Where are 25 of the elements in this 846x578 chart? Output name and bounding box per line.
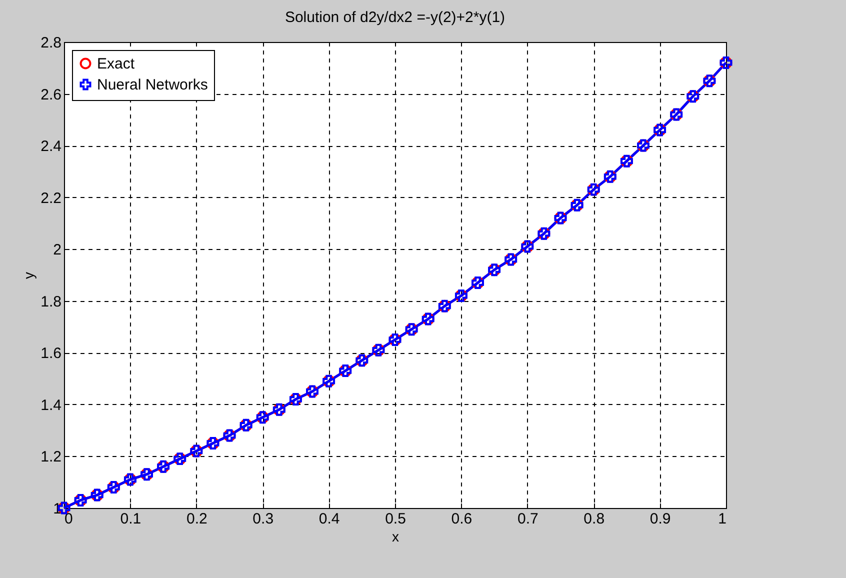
legend-label: Exact — [97, 56, 136, 72]
y-tick-label: 2.4 — [40, 138, 62, 156]
y-tick-label: 2.6 — [40, 86, 62, 104]
y-tick-label: 2.2 — [40, 190, 62, 207]
x-tick-label: 0.6 — [451, 510, 472, 528]
x-tick-label: 0.9 — [650, 510, 671, 528]
x-tick-label: 0.1 — [120, 510, 142, 528]
y-axis-title: y — [20, 272, 37, 279]
x-tick-label: 0.3 — [252, 510, 274, 528]
x-tick-label: 0.2 — [186, 510, 208, 528]
x-tick-label: 0 — [64, 510, 73, 528]
x-tick-label: 0.8 — [584, 510, 605, 528]
y-tick-label: 2.8 — [40, 34, 62, 52]
y-tick-label: 2 — [53, 242, 62, 259]
y-tick-label: 1.4 — [40, 396, 62, 414]
chart-title: Solution of d2y/dx2 =-y(2)+2*y(1) — [284, 9, 506, 26]
x-tick-label: 1 — [718, 510, 726, 528]
y-tick-label: 1.6 — [40, 345, 62, 362]
x-tick-label: 0.5 — [385, 510, 406, 528]
y-tick-label: 1.2 — [40, 448, 62, 466]
y-tick-label: 1.8 — [40, 293, 62, 310]
x-axis-title: x — [392, 528, 399, 544]
legend-label: Nueral Networks — [97, 76, 208, 94]
x-tick-label: 0.7 — [517, 510, 538, 528]
x-tick-label: 0.4 — [318, 510, 340, 528]
